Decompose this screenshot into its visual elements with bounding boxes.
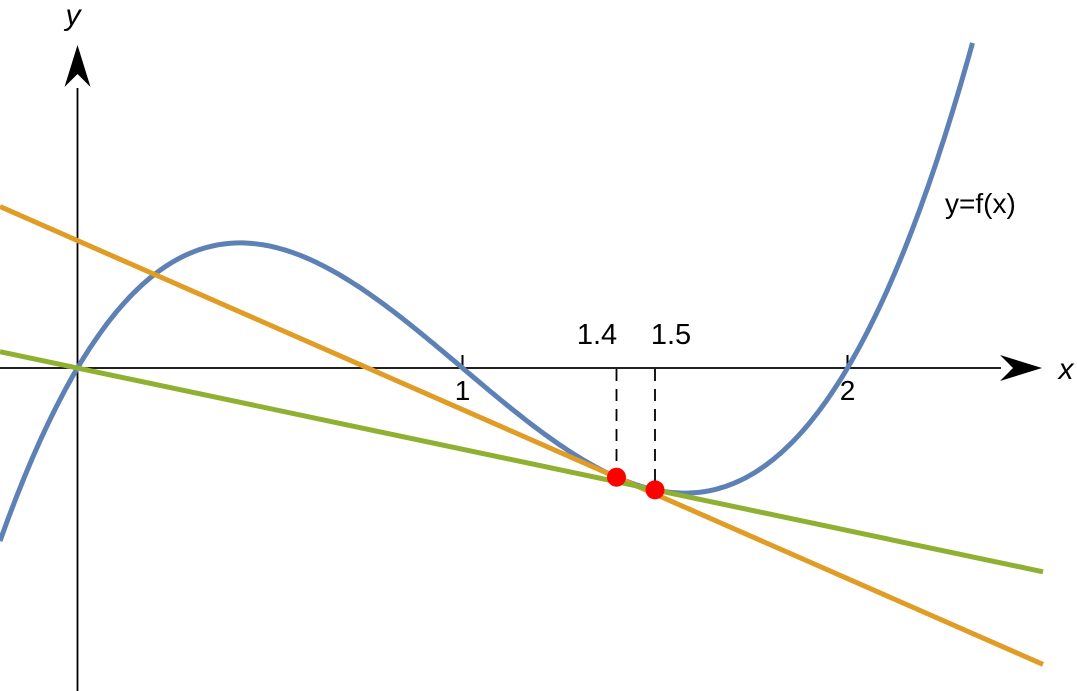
line-tangent-at-1.4 xyxy=(0,204,1045,667)
line-tangent-at-1.5 xyxy=(0,349,1044,575)
x-tick-label-2: 2 xyxy=(840,375,856,406)
curve-f xyxy=(0,42,975,542)
y-axis-arrowhead xyxy=(64,45,91,87)
point-x-1.5 xyxy=(645,480,665,500)
y-axis-label: y xyxy=(64,0,83,32)
x-tick-label-1: 1 xyxy=(455,375,471,406)
point-x-1.4 xyxy=(607,467,626,487)
x-axis-arrowhead xyxy=(1000,355,1042,381)
curve-label: y=f(x) xyxy=(945,188,1016,219)
x-axis-label: x xyxy=(1057,353,1075,386)
guide-label-1.5: 1.5 xyxy=(651,319,691,351)
guide-label-1.4: 1.4 xyxy=(577,319,617,351)
